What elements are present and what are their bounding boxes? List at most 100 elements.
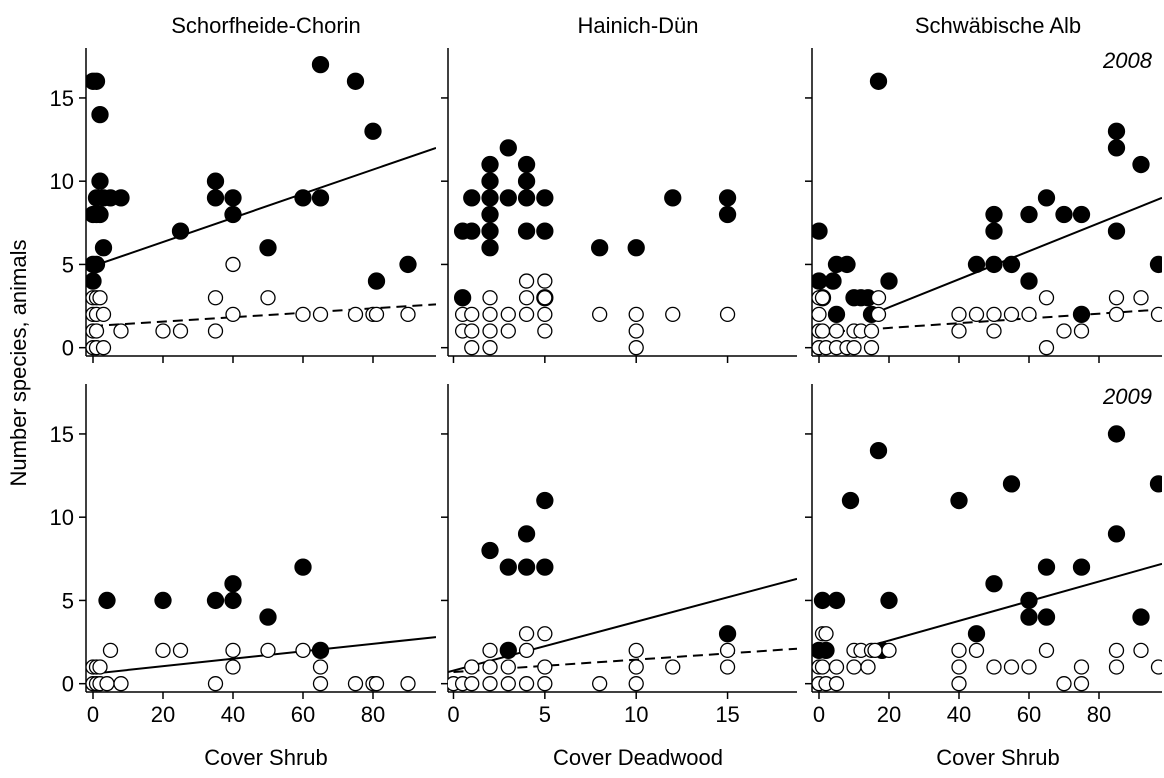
fit-line-dashed bbox=[92, 303, 436, 328]
fit-line-solid bbox=[92, 146, 436, 268]
point-open bbox=[537, 290, 553, 306]
point-filled bbox=[224, 591, 242, 610]
point-open bbox=[628, 323, 644, 339]
column-title-schwaebische: Schwäbische Alb bbox=[915, 13, 1081, 38]
panel-4: 0 5 10 15 0 20 40 60 80 bbox=[50, 384, 436, 727]
point-open bbox=[1056, 676, 1072, 692]
x-tick-label: 0 bbox=[87, 702, 99, 727]
point-filled bbox=[364, 122, 382, 140]
point-filled bbox=[206, 172, 225, 190]
point-open bbox=[814, 659, 831, 675]
point-filled bbox=[91, 172, 109, 190]
point-filled bbox=[481, 239, 499, 257]
x-tick-label: 0 bbox=[447, 702, 459, 727]
point-open bbox=[113, 323, 129, 339]
plot-area bbox=[812, 72, 1162, 356]
x-axis-label-col2: Cover Deadwood bbox=[553, 745, 723, 770]
point-open bbox=[207, 290, 224, 306]
point-open bbox=[986, 306, 1002, 323]
point-open bbox=[155, 642, 171, 659]
point-open bbox=[1108, 306, 1125, 323]
y-tick-label: 5 bbox=[62, 588, 74, 613]
point-open bbox=[628, 676, 644, 692]
panel-6: 0 20 40 60 80 bbox=[805, 384, 1162, 727]
point-open bbox=[1021, 306, 1037, 323]
point-filled bbox=[827, 591, 846, 610]
point-filled bbox=[880, 591, 898, 610]
point-filled bbox=[536, 491, 554, 510]
point-filled bbox=[985, 575, 1003, 593]
point-open bbox=[88, 323, 105, 339]
point-open bbox=[518, 273, 535, 289]
y-tick-label: 15 bbox=[50, 422, 74, 447]
point-open bbox=[863, 323, 880, 339]
point-open bbox=[628, 642, 644, 659]
x-tick-label: 60 bbox=[1017, 702, 1041, 727]
point-filled bbox=[718, 189, 737, 207]
point-filled bbox=[517, 155, 536, 174]
point-filled bbox=[453, 289, 472, 307]
x-tick-label: 80 bbox=[1087, 702, 1111, 727]
point-filled bbox=[463, 189, 481, 207]
point-open bbox=[99, 676, 115, 692]
point-open bbox=[867, 642, 883, 659]
point-filled bbox=[294, 558, 312, 576]
x-tick-label: 20 bbox=[877, 702, 901, 727]
point-filled bbox=[1072, 305, 1091, 324]
point-open bbox=[482, 290, 498, 306]
point-open bbox=[537, 659, 553, 675]
point-filled bbox=[1002, 255, 1021, 274]
point-filled bbox=[87, 255, 106, 274]
point-filled bbox=[827, 305, 846, 324]
point-open bbox=[482, 659, 498, 675]
point-open bbox=[986, 323, 1002, 339]
point-open bbox=[1133, 642, 1149, 659]
point-filled bbox=[499, 139, 517, 157]
point-filled bbox=[1020, 205, 1038, 224]
point-open bbox=[951, 659, 967, 675]
x-axis-label-col3: Cover Shrub bbox=[936, 745, 1060, 770]
x-tick-label: 40 bbox=[221, 702, 245, 727]
point-open bbox=[368, 306, 385, 323]
point-filled bbox=[206, 591, 225, 610]
point-open bbox=[863, 340, 880, 356]
point-open bbox=[1073, 323, 1090, 339]
point-open bbox=[1108, 659, 1125, 675]
x-axis-label-col1: Cover Shrub bbox=[204, 745, 328, 770]
point-filled bbox=[87, 72, 106, 90]
point-open bbox=[500, 659, 516, 675]
point-open bbox=[155, 323, 171, 339]
point-filled bbox=[206, 189, 225, 207]
point-open bbox=[986, 659, 1002, 675]
point-filled bbox=[985, 205, 1003, 224]
point-open bbox=[500, 323, 516, 339]
point-filled bbox=[869, 441, 888, 460]
point-open bbox=[464, 340, 480, 356]
point-filled bbox=[841, 491, 860, 510]
point-filled bbox=[171, 222, 190, 240]
point-open bbox=[225, 306, 241, 323]
x-tick-label: 80 bbox=[361, 702, 385, 727]
point-filled bbox=[259, 608, 277, 626]
fit-line-solid bbox=[448, 577, 797, 673]
point-filled bbox=[259, 239, 277, 257]
point-open bbox=[828, 676, 845, 692]
point-open bbox=[225, 256, 241, 273]
point-filled bbox=[1149, 255, 1162, 274]
y-tick-label: 0 bbox=[62, 672, 74, 697]
point-open bbox=[464, 306, 480, 323]
point-filled bbox=[1037, 189, 1056, 207]
point-filled bbox=[1107, 425, 1126, 443]
point-filled bbox=[536, 189, 554, 207]
point-open bbox=[846, 340, 862, 356]
point-open bbox=[207, 323, 224, 339]
point-open bbox=[968, 642, 985, 659]
point-open bbox=[628, 340, 644, 356]
point-open bbox=[1150, 306, 1162, 323]
x-tick-label: 40 bbox=[947, 702, 971, 727]
point-filled bbox=[967, 255, 986, 274]
point-filled bbox=[718, 205, 737, 224]
point-filled bbox=[481, 222, 499, 240]
point-filled bbox=[1020, 591, 1038, 610]
point-filled bbox=[1020, 608, 1038, 626]
